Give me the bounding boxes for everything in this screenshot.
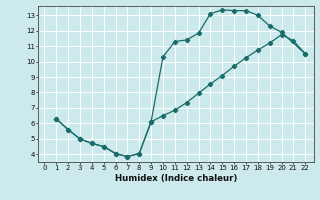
X-axis label: Humidex (Indice chaleur): Humidex (Indice chaleur)	[115, 174, 237, 183]
